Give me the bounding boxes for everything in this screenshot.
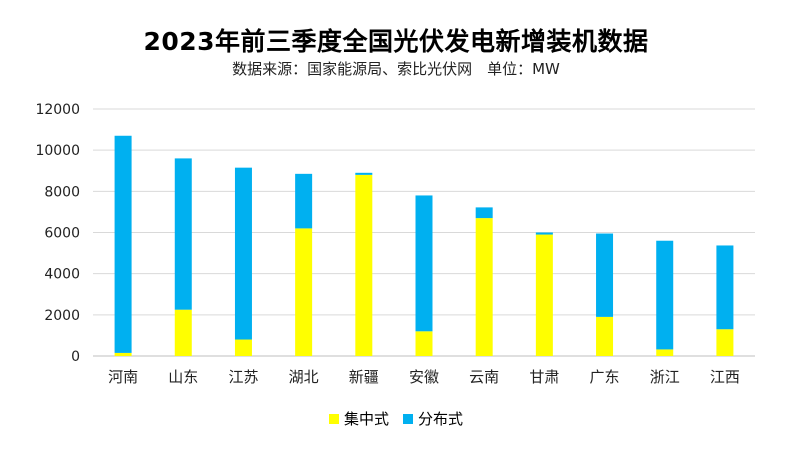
x-tick-label: 新疆 xyxy=(349,368,379,386)
x-tick-label: 山东 xyxy=(168,368,198,386)
legend-item-distributed: 分布式 xyxy=(403,408,463,429)
legend-item-centralized: 集中式 xyxy=(328,408,389,429)
bar-segment-centralized xyxy=(596,316,614,356)
bar-segment-distributed xyxy=(295,173,313,229)
y-tick-label: 12000 xyxy=(35,102,80,118)
chart-title: 2023年前三季度全国光伏发电新增装机数据 xyxy=(143,27,649,56)
x-tick-label: 广东 xyxy=(590,368,620,386)
x-tick-label: 浙江 xyxy=(650,368,680,386)
bar-segment-centralized xyxy=(355,174,373,356)
bar-segment-centralized xyxy=(114,352,132,356)
bar-segment-centralized xyxy=(174,309,192,356)
bar-segment-centralized xyxy=(415,331,433,356)
bar-segment-centralized xyxy=(475,218,493,356)
bar-segment-distributed xyxy=(355,172,373,175)
bar-segment-centralized xyxy=(535,234,553,356)
bar-segment-distributed xyxy=(475,207,493,219)
chart-subtitle: 数据来源：国家能源局、索比光伏网 单位：MW xyxy=(232,60,560,78)
bar-segment-distributed xyxy=(234,167,252,340)
bar-segment-centralized xyxy=(716,329,734,356)
bar-segment-distributed xyxy=(415,195,433,332)
y-tick-label: 0 xyxy=(71,349,80,365)
x-tick-label: 甘肃 xyxy=(529,368,559,386)
bar-segment-centralized xyxy=(234,339,252,356)
x-tick-label: 江苏 xyxy=(228,368,258,386)
legend-swatch-distributed xyxy=(403,413,413,424)
bar-segment-distributed xyxy=(716,245,734,330)
x-tick-label: 安徽 xyxy=(409,368,439,386)
bar-segment-distributed xyxy=(114,135,132,353)
x-tick-label: 河南 xyxy=(108,368,138,386)
y-tick-label: 4000 xyxy=(44,267,80,283)
legend-label-centralized: 集中式 xyxy=(343,410,389,428)
legend-swatch-centralized xyxy=(328,413,339,424)
x-tick-label: 湖北 xyxy=(289,368,319,386)
y-tick-label: 10000 xyxy=(35,143,80,159)
y-tick-label: 6000 xyxy=(44,226,80,242)
bar-segment-distributed xyxy=(535,232,553,235)
bar-segment-centralized xyxy=(656,349,674,356)
x-tick-label: 云南 xyxy=(469,368,499,386)
y-tick-label: 2000 xyxy=(44,308,80,324)
x-tick-label: 江西 xyxy=(710,368,740,386)
y-tick-label: 8000 xyxy=(44,184,80,200)
bar-segment-distributed xyxy=(174,158,192,310)
bar-segment-distributed xyxy=(596,233,614,317)
legend-label-distributed: 分布式 xyxy=(418,410,464,428)
bar-segment-centralized xyxy=(295,228,313,356)
legend: 集中式 分布式 xyxy=(0,408,792,429)
bar-segment-distributed xyxy=(656,240,674,350)
